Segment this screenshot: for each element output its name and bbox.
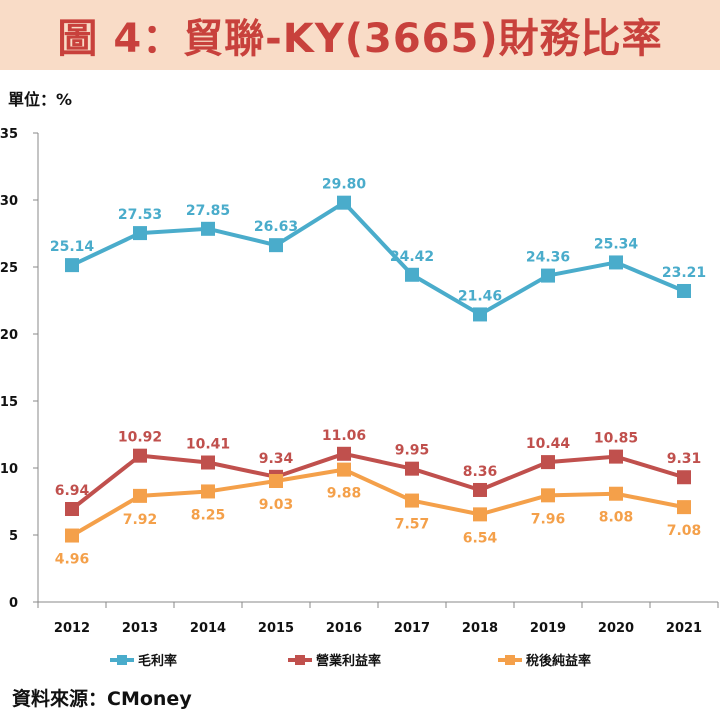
y-tick-label: 5 [9, 529, 18, 544]
y-tick-label: 20 [0, 328, 18, 343]
data-label: 8.08 [599, 510, 634, 526]
series-line-1 [71, 200, 685, 317]
data-point-marker [541, 488, 555, 503]
data-point-marker [609, 449, 623, 464]
data-label: 24.42 [390, 249, 434, 265]
data-label: 27.53 [118, 207, 162, 223]
x-tick-label: 2019 [530, 621, 566, 636]
data-point-marker [65, 502, 79, 517]
data-label: 11.06 [322, 428, 366, 444]
data-label: 9.95 [395, 443, 430, 459]
data-label: 21.46 [458, 288, 502, 304]
data-point-marker [337, 446, 351, 461]
series-line-2 [70, 451, 685, 511]
x-tick-label: 2020 [598, 621, 634, 636]
data-label: 7.96 [531, 511, 566, 527]
data-point-marker [677, 500, 691, 515]
title-banner: 圖 4：貿聯-KY(3665)財務比率 [0, 0, 720, 70]
data-point-marker [541, 268, 555, 283]
data-label: 23.21 [662, 265, 706, 281]
x-tick-label: 2018 [462, 621, 498, 636]
data-point-marker [133, 226, 147, 241]
data-label: 27.85 [186, 203, 230, 219]
legend-swatch-marker [117, 655, 127, 665]
x-tick-label: 2016 [326, 621, 362, 636]
data-point-marker [201, 484, 215, 499]
data-label: 25.34 [594, 236, 639, 252]
data-label: 8.36 [463, 464, 498, 480]
data-label: 6.94 [55, 483, 90, 499]
y-tick-label: 35 [0, 127, 18, 142]
data-point-marker [405, 493, 419, 508]
y-tick-label: 10 [0, 462, 18, 477]
y-tick-label: 30 [0, 194, 18, 209]
x-tick-label: 2015 [258, 621, 294, 636]
data-point-marker [473, 307, 487, 322]
data-point-marker [269, 238, 283, 253]
x-tick-label: 2012 [54, 621, 90, 636]
data-label: 7.92 [123, 512, 158, 528]
data-point-marker [609, 486, 623, 501]
x-tick-label: 2017 [394, 621, 430, 636]
data-label: 4.96 [55, 552, 90, 568]
data-label: 9.88 [327, 486, 362, 502]
data-point-marker [133, 488, 147, 503]
y-tick-label: 15 [0, 395, 18, 410]
data-label: 9.03 [259, 497, 294, 513]
data-label: 7.08 [667, 523, 702, 539]
source-label: 資料來源：CMoney [12, 688, 192, 710]
data-point-marker [541, 455, 555, 470]
data-point-marker [405, 461, 419, 476]
legend-swatch-marker [295, 655, 305, 665]
data-label: 26.63 [254, 219, 298, 235]
data-point-marker [201, 221, 215, 236]
data-point-marker [65, 258, 79, 273]
data-point-marker [133, 448, 147, 463]
data-label: 10.41 [186, 437, 230, 453]
series-line-3 [70, 467, 685, 538]
y-tick-label: 0 [9, 596, 18, 611]
data-label: 9.31 [667, 451, 702, 467]
data-label: 29.80 [322, 177, 367, 193]
data-point-marker [677, 470, 691, 485]
data-point-marker [65, 528, 79, 543]
data-label: 8.25 [191, 507, 226, 523]
legend-entry: 稅後純益率 [526, 653, 591, 669]
data-label: 10.85 [594, 431, 638, 447]
x-tick-label: 2014 [190, 621, 226, 636]
data-point-marker [677, 283, 691, 298]
data-point-marker [201, 455, 215, 470]
data-label: 10.44 [526, 436, 571, 452]
data-label: 6.54 [463, 530, 498, 546]
data-point-marker [269, 473, 283, 488]
data-point-marker [473, 482, 487, 497]
data-label: 10.92 [118, 430, 162, 446]
data-point-marker [337, 195, 351, 210]
page-title: 圖 4：貿聯-KY(3665)財務比率 [57, 16, 663, 62]
y-tick-label: 25 [0, 261, 18, 276]
data-point-marker [473, 507, 487, 522]
data-point-marker [337, 462, 351, 477]
unit-label: 單位：% [8, 90, 73, 109]
legend-swatch-marker [505, 655, 515, 665]
data-point-marker [609, 255, 623, 270]
data-point-marker [405, 267, 419, 282]
data-label: 25.14 [50, 239, 95, 255]
x-tick-label: 2013 [122, 621, 158, 636]
data-label: 24.36 [526, 250, 570, 266]
data-label: 7.57 [395, 517, 430, 533]
data-label: 9.34 [259, 451, 294, 467]
legend-entry: 營業利益率 [316, 653, 381, 669]
x-tick-label: 2021 [666, 621, 702, 636]
legend-entry: 毛利率 [138, 653, 177, 669]
